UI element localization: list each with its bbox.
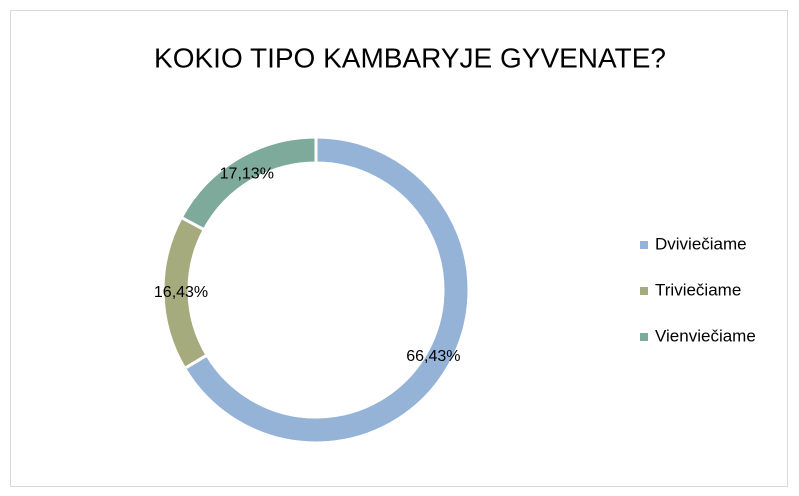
data-label: 17,13%	[220, 165, 274, 182]
legend-swatch	[640, 287, 648, 295]
chart-title: KOKIO TIPO KAMBARYJE GYVENATE?	[154, 42, 666, 73]
legend-swatch	[640, 241, 648, 249]
legend-swatch	[640, 333, 648, 341]
legend-label: Dviviečiame	[655, 234, 747, 253]
data-label: 66,43%	[406, 348, 460, 365]
data-label: 16,43%	[154, 284, 208, 301]
donut-slice	[182, 135, 471, 445]
donut-slice	[179, 135, 318, 232]
legend-label: Triviečiame	[655, 280, 741, 299]
legend-label: Vienviečiame	[655, 326, 756, 345]
